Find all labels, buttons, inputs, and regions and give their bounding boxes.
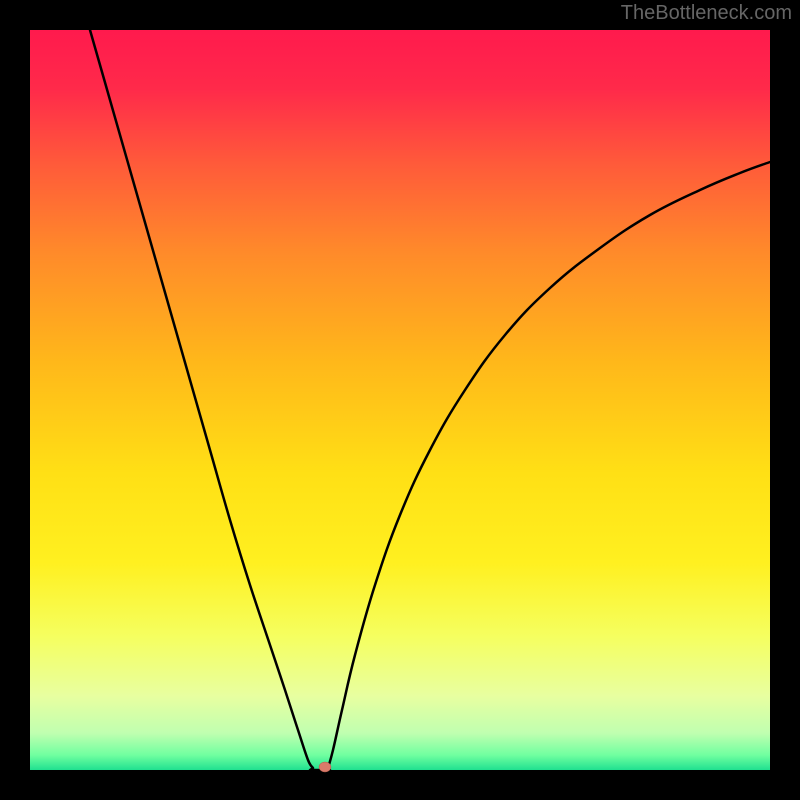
watermark-text: TheBottleneck.com [621, 2, 792, 25]
chart-svg [0, 0, 800, 800]
chart-background [30, 30, 770, 770]
optimal-point-marker [319, 762, 331, 772]
bottleneck-chart: TheBottleneck.com [0, 0, 800, 800]
